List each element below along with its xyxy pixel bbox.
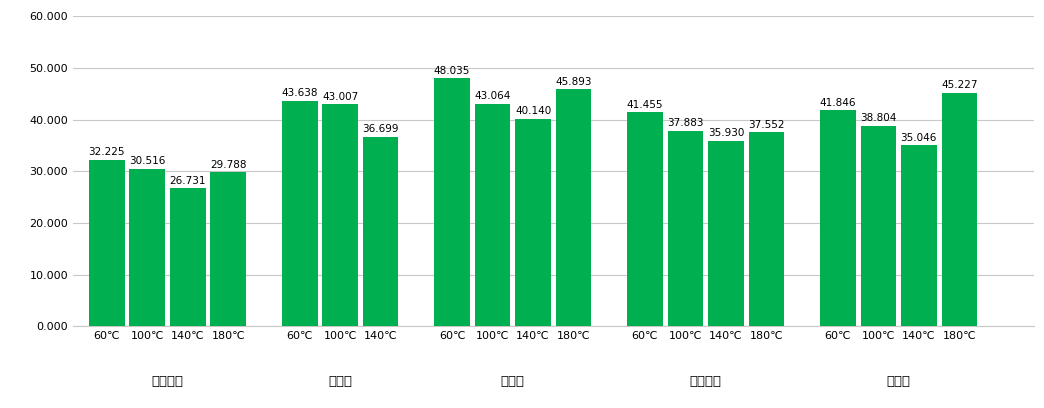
Text: 29.788: 29.788: [210, 160, 246, 170]
Text: 38.804: 38.804: [860, 113, 897, 123]
Bar: [434, 78, 470, 326]
Bar: [860, 126, 896, 326]
Bar: [475, 104, 511, 326]
Bar: [129, 169, 165, 326]
Bar: [708, 141, 743, 326]
Text: 고아미: 고아미: [328, 375, 352, 388]
Bar: [627, 112, 663, 326]
Text: 43.064: 43.064: [474, 91, 511, 101]
Text: 백설찰: 백설찰: [501, 375, 525, 388]
Text: 30.516: 30.516: [129, 156, 166, 166]
Bar: [170, 188, 206, 326]
Text: 하이아미: 하이아미: [690, 375, 721, 388]
Text: 37.552: 37.552: [749, 120, 785, 130]
Bar: [749, 132, 784, 326]
Text: 41.455: 41.455: [626, 100, 663, 110]
Bar: [668, 131, 704, 326]
Text: 35.930: 35.930: [708, 128, 744, 138]
Bar: [363, 137, 399, 326]
Bar: [211, 173, 246, 326]
Bar: [282, 101, 317, 326]
Text: 41.846: 41.846: [820, 98, 856, 108]
Text: 32.225: 32.225: [89, 147, 125, 157]
Text: 26.731: 26.731: [169, 176, 206, 186]
Bar: [901, 145, 936, 326]
Text: 35.046: 35.046: [901, 133, 938, 143]
Text: 37.883: 37.883: [667, 118, 704, 128]
Bar: [516, 119, 551, 326]
Text: 43.638: 43.638: [282, 88, 318, 98]
Text: 40.140: 40.140: [515, 106, 551, 116]
Bar: [89, 160, 124, 326]
Text: 36.699: 36.699: [362, 124, 399, 134]
Text: 45.227: 45.227: [941, 80, 977, 90]
Bar: [942, 93, 977, 326]
Text: 드래찬: 드래찬: [886, 375, 910, 388]
Text: 45.893: 45.893: [555, 77, 592, 86]
Bar: [323, 104, 358, 326]
Text: 48.035: 48.035: [434, 66, 470, 75]
Bar: [820, 110, 856, 326]
Text: 43.007: 43.007: [322, 91, 358, 102]
Text: 홍천수라: 홍천수라: [151, 375, 184, 388]
Bar: [555, 89, 591, 326]
